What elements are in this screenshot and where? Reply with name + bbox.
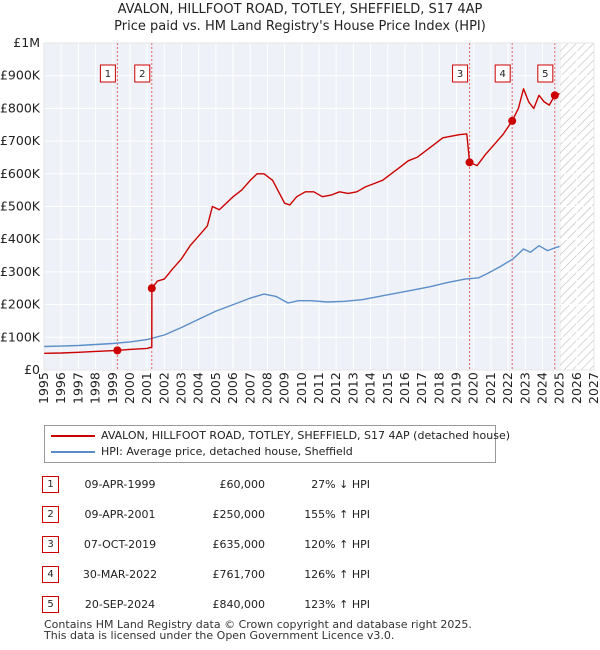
legend: AVALON, HILLFOOT ROAD, TOTLEY, SHEFFIELD…: [44, 425, 510, 463]
sale-hpi-change: 120% ↑ HPI: [304, 538, 370, 551]
sale-date: 09-APR-1999: [84, 478, 156, 491]
sale-marker-box: [134, 64, 151, 83]
sale-marker-label: 1: [105, 69, 111, 80]
table-row: 1 09-APR-1999 £60,000 27% ↓ HPI: [0, 476, 600, 496]
x-tick-label: 2015: [380, 372, 395, 404]
x-tick-label: 2024: [534, 372, 549, 404]
property-price-line: [43, 88, 560, 354]
x-tick-label: 2007: [242, 372, 257, 404]
x-tick-label: 2013: [345, 372, 360, 404]
legend-label-hpi: HPI: Average price, detached house, Shef…: [101, 445, 353, 458]
sale-price: £840,000: [212, 598, 266, 611]
footer-copyright: Contains HM Land Registry data © Crown c…: [44, 618, 472, 631]
sale-marker-box: [99, 64, 116, 83]
x-tick-label: 2010: [294, 372, 309, 404]
sale-point: [113, 346, 122, 355]
x-tick-label: 2023: [517, 372, 532, 404]
x-tick-label: 2003: [174, 372, 189, 404]
sale-hpi-change: 155% ↑ HPI: [304, 508, 370, 521]
table-row: 4 30-MAR-2022 £761,700 126% ↑ HPI: [0, 566, 600, 586]
y-tick-label: £500K: [0, 199, 41, 214]
y-tick-label: £100K: [0, 329, 41, 344]
plot-border: [43, 42, 595, 371]
sale-hpi-change: 27% ↓ HPI: [311, 478, 370, 491]
sale-point: [508, 116, 517, 125]
sale-point: [465, 158, 474, 167]
x-tick-label: 2002: [156, 372, 171, 404]
sale-marker-label: 4: [500, 69, 506, 80]
sale-date: 07-OCT-2019: [83, 538, 157, 551]
x-tick-label: 1999: [105, 372, 120, 404]
x-tick-label: 2018: [431, 372, 446, 404]
sale-hpi-change: 126% ↑ HPI: [304, 568, 370, 581]
x-tick-label: 2012: [328, 372, 343, 404]
x-tick-label: 2014: [363, 372, 378, 404]
x-tick-label: 1997: [70, 372, 85, 404]
x-tick-label: 2021: [483, 372, 498, 404]
x-tick-label: 1998: [88, 372, 103, 404]
sale-marker-label: 3: [457, 69, 463, 80]
table-row: 3 07-OCT-2019 £635,000 120% ↑ HPI: [0, 536, 600, 556]
sale-number-badge: 1: [42, 476, 59, 493]
chart-title: AVALON, HILLFOOT ROAD, TOTLEY, SHEFFIELD…: [117, 2, 483, 17]
sale-marker-box: [452, 64, 469, 83]
table-row: 2 09-APR-2001 £250,000 155% ↑ HPI: [0, 506, 600, 526]
x-tick-label: 2001: [139, 372, 154, 404]
y-tick-label: £700K: [0, 133, 41, 148]
table-row: 5 20-SEP-2024 £840,000 123% ↑ HPI: [0, 596, 600, 616]
y-tick-label: £600K: [0, 166, 41, 181]
sale-number-badge: 2: [42, 506, 59, 523]
sale-point: [147, 284, 156, 293]
x-tick-label: 2027: [586, 372, 600, 404]
legend-label-property: AVALON, HILLFOOT ROAD, TOTLEY, SHEFFIELD…: [101, 429, 510, 442]
price-chart: £0 £100K £200K £300K £400K £500K £600K £700K £80…: [0, 35, 600, 404]
sale-marker-box: [494, 64, 511, 83]
x-tick-label: 2005: [208, 372, 223, 404]
sale-marker-label: 2: [139, 69, 145, 80]
y-tick-label: £800K: [0, 100, 41, 115]
x-tick-label: 2026: [569, 372, 584, 404]
sale-price: £60,000: [219, 478, 266, 491]
x-tick-label: 2008: [259, 372, 274, 404]
footer-licence: This data is licensed under the Open Gov…: [44, 629, 395, 642]
legend-swatch-property: [51, 435, 95, 437]
sale-date: 09-APR-2001: [84, 508, 156, 521]
x-tick-label: 2004: [191, 372, 206, 404]
chart-title-block: AVALON, HILLFOOT ROAD, TOTLEY, SHEFFIELD…: [0, 1, 600, 35]
x-tick-label: 2022: [500, 372, 515, 404]
sale-marker-box: [537, 64, 554, 83]
x-tick-label: 2000: [122, 372, 137, 404]
legend-swatch-hpi: [51, 451, 95, 453]
sale-number-badge: 5: [42, 596, 59, 613]
x-tick-label: 2020: [466, 372, 481, 404]
x-tick-label: 2019: [449, 372, 464, 404]
sale-date: 20-SEP-2024: [84, 598, 156, 611]
hpi-line: [43, 244, 560, 348]
y-tick-label: £200K: [0, 297, 41, 312]
x-tick-label: 1995: [36, 372, 51, 404]
y-tick-label: £900K: [0, 68, 41, 83]
y-tick-label: £1M: [13, 35, 40, 50]
y-tick-label: £300K: [0, 264, 41, 279]
sale-point: [550, 91, 559, 100]
x-tick-label: 2016: [397, 372, 412, 404]
x-tick-label: 2009: [277, 372, 292, 404]
footer: Contains HM Land Registry data © Crown c…: [44, 619, 472, 641]
x-tick-label: 2025: [552, 372, 567, 404]
sale-date: 30-MAR-2022: [82, 568, 158, 581]
sale-hpi-change: 123% ↑ HPI: [304, 598, 370, 611]
x-tick-label: 2006: [225, 372, 240, 404]
sale-price: £761,700: [212, 568, 266, 581]
sale-price: £635,000: [212, 538, 266, 551]
x-tick-label: 2011: [311, 372, 326, 404]
sale-number-badge: 3: [42, 536, 59, 553]
y-tick-label: £400K: [0, 231, 41, 246]
sale-marker-label: 5: [542, 69, 548, 80]
y-tick-label: £0: [24, 362, 40, 377]
sale-number-badge: 4: [42, 566, 59, 583]
x-tick-label: 1996: [53, 372, 68, 404]
sale-price: £250,000: [212, 508, 266, 521]
x-tick-label: 2017: [414, 372, 429, 404]
chart-subtitle: Price paid vs. HM Land Registry's House …: [114, 19, 486, 34]
